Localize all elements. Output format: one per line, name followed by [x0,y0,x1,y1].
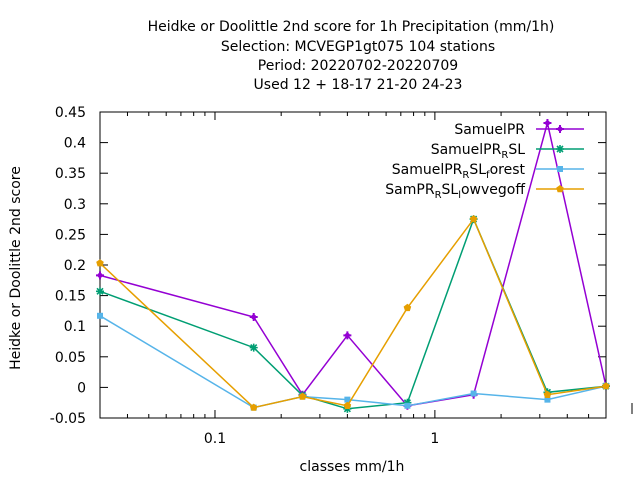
series-line [99,315,607,409]
legend-label-part: l [458,190,461,201]
legend-label-part: R [435,190,442,201]
title-line-4: Used 12 + 18-17 21-20 24-23 [254,77,463,93]
data-point [96,271,104,280]
data-point [343,401,352,409]
legend-label: SamuelPRRSL [431,142,525,161]
legend-label-part: R [462,170,469,181]
data-point [543,119,552,128]
series-layer [96,119,610,413]
data-point [602,382,610,390]
series-4 [96,215,610,411]
x-tick-label: 1 [430,431,439,447]
legend-marker [556,185,564,193]
title-line-2: Selection: MCVEGP1gt075 104 stations [221,39,495,55]
chart-title: Heidke or Doolittle 2nd score for 1h Pre… [148,19,555,93]
legend-item: SamuelPRRSL [431,142,584,161]
legend-label-part: owvegoff [461,182,525,198]
x-tick-label: 0.1 [204,431,226,447]
series-1 [96,119,610,410]
data-point [249,403,258,411]
y-tick-label: 0.45 [55,105,86,121]
data-point [96,287,104,296]
data-point [298,392,307,400]
legend-label-part: SamPR [385,182,435,198]
y-tick-label: 0.1 [64,319,86,335]
y-tick-label: 0.05 [55,350,86,366]
y-axis-label: Heidke or Doolittle 2nd score [8,166,24,370]
y-tick-label: 0.25 [55,227,86,243]
data-point [470,390,477,397]
data-point [97,312,103,319]
legend-label: SamuelPRRSLforest [392,162,526,181]
data-point [404,402,411,409]
series-line [99,122,607,407]
y-tick-label: 0.2 [64,258,86,274]
title-line-3: Period: 20220702-20220709 [258,58,458,74]
series-2 [96,215,610,413]
title-line-1: Heidke or Doolittle 2nd score for 1h Pre… [148,19,555,35]
data-point [96,259,104,267]
legend-label-part: R [501,150,508,161]
data-point [249,343,258,352]
data-point [343,331,352,340]
series-line [99,217,607,409]
data-point [403,398,412,407]
legend-label: SamuelPR [454,122,525,138]
y-tick-label: 0.35 [55,166,86,182]
legend-label-part: SL [469,162,486,178]
legend-label-part: SamuelPR [392,162,463,178]
series-line [99,217,607,410]
legend-marker [557,166,563,172]
data-point [344,396,351,403]
legend-item: SamuelPRRSLforest [392,162,584,181]
data-point [469,215,478,223]
legend-label-part: SL [508,142,525,158]
y-tick-label: -0.05 [50,411,86,427]
y-tick-label: 0.15 [55,289,86,305]
legend-label-part: SamuelPR [431,142,502,158]
legend-label-part: SamuelPR [454,122,525,138]
legend-item: SamPRRSLlowvegoff [385,182,584,201]
y-tick-label: 0.4 [64,136,86,152]
data-point [544,396,551,403]
y-axis: -0.05 0 0.05 0.1 0.15 0.2 0.25 0.3 0.35 0.4 0.45 [50,105,606,427]
legend: SamuelPRSamuelPRRSLSamuelPRRSLforestSamP… [385,122,584,201]
data-point [249,313,258,322]
plot-area [99,111,607,419]
y-tick-label: 0 [77,380,86,396]
x-axis-label: classes mm/1h [300,459,405,475]
legend-item: SamuelPR [454,122,584,138]
legend-label-part: SL [442,182,459,198]
x-axis: 0.1 1 [99,112,607,447]
data-point [403,303,412,312]
y-tick-label: 0.3 [64,197,86,213]
legend-label-part: orest [490,162,526,178]
legend-marker [556,145,564,153]
legend-label-part: f [486,170,490,181]
legend-marker [556,125,564,133]
data-point [543,390,552,398]
plot-frame [99,111,607,419]
legend-label: SamPRRSLlowvegoff [385,182,525,201]
